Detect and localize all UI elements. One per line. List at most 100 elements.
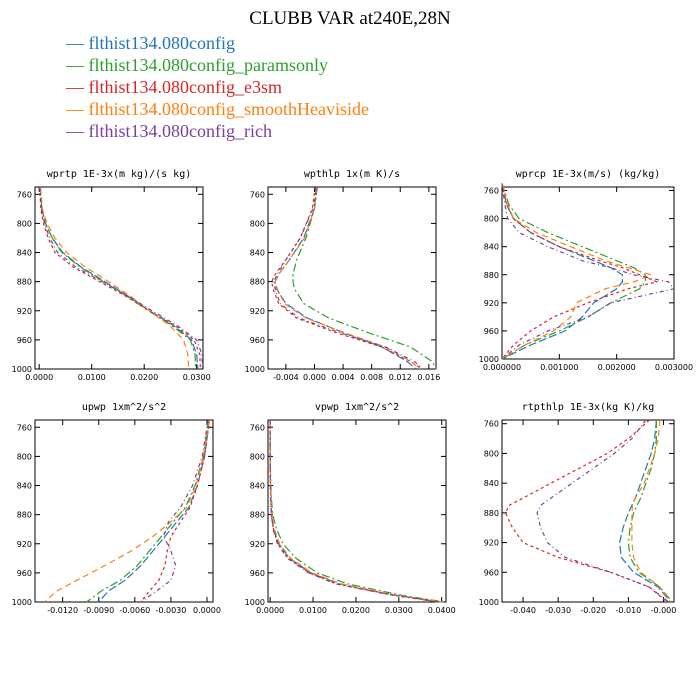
x-tick-label: 0.000000 bbox=[483, 363, 521, 372]
panel-title: upwp 1xm^2/s^2 bbox=[82, 402, 166, 413]
y-tick-label: 1000 bbox=[479, 355, 499, 364]
series-line-2 bbox=[269, 420, 440, 603]
y-tick-label: 960 bbox=[250, 336, 265, 345]
plot-frame bbox=[34, 419, 214, 603]
legend-item: — flthist134.080config bbox=[66, 32, 369, 54]
y-tick-label: 960 bbox=[17, 336, 32, 345]
x-tick-label: 0.0200 bbox=[130, 373, 158, 382]
x-tick-label: 0.0300 bbox=[385, 606, 413, 615]
x-tick-label: -0.0060 bbox=[119, 606, 150, 615]
legend-line-icon: — bbox=[66, 33, 89, 53]
x-tick-label: -0.030 bbox=[545, 606, 571, 615]
legend-line-icon: — bbox=[66, 121, 89, 141]
y-tick-label: 880 bbox=[17, 511, 32, 520]
legend-line-icon: — bbox=[66, 99, 89, 119]
series-line-0 bbox=[501, 183, 624, 360]
series-line-1 bbox=[501, 183, 646, 360]
x-tick-label: 0.001000 bbox=[540, 363, 578, 372]
legend-label: flthist134.080config_e3sm bbox=[88, 77, 282, 97]
y-tick-label: 920 bbox=[17, 540, 32, 549]
series-line-4 bbox=[39, 186, 204, 370]
series-line-1 bbox=[86, 419, 209, 603]
series-line-3 bbox=[44, 419, 210, 603]
x-tick-label: -0.020 bbox=[580, 606, 606, 615]
y-tick-label: 840 bbox=[17, 249, 32, 258]
y-tick-label: 920 bbox=[250, 307, 265, 316]
y-tick-label: 960 bbox=[17, 569, 32, 578]
series-line-2 bbox=[501, 183, 659, 360]
y-tick-label: 1000 bbox=[245, 365, 265, 374]
panel-5: rtpthlp 1E-3x(kg K)/kg 760 800 840 880 920 960… bbox=[479, 402, 677, 615]
panel-2: wprcp 1E-3x(m/s) (kg/kg) 760 800 840 880 920 9… bbox=[479, 169, 693, 372]
x-tick-label: -0.040 bbox=[510, 606, 536, 615]
x-tick-label: 0.0000 bbox=[25, 373, 53, 382]
x-tick-label: 0.003000 bbox=[655, 363, 693, 372]
y-tick-label: 1000 bbox=[12, 365, 32, 374]
legend-label: flthist134.080config_rich bbox=[88, 121, 272, 141]
series-line-0 bbox=[274, 186, 417, 370]
y-tick-label: 1000 bbox=[12, 598, 32, 607]
series-line-0 bbox=[618, 419, 671, 603]
panel-title: wprtp 1E-3x(m kg)/(s kg) bbox=[47, 169, 192, 180]
series-line-1 bbox=[39, 186, 197, 370]
x-tick-label: 0.004 bbox=[332, 373, 355, 382]
series-line-2 bbox=[270, 186, 423, 370]
y-tick-label: 840 bbox=[17, 482, 32, 491]
y-tick-label: 800 bbox=[484, 449, 499, 458]
panel-title: rtpthlp 1E-3x(kg K)/kg bbox=[522, 402, 654, 413]
x-tick-label: 0.0300 bbox=[183, 373, 211, 382]
series-line-3 bbox=[274, 186, 421, 370]
series-line-1 bbox=[627, 420, 673, 603]
y-tick-label: 840 bbox=[250, 482, 265, 491]
panel-3: upwp 1xm^2/s^2 760 800 840 880 920 960 1000 -0.0… bbox=[12, 402, 221, 615]
panel-title: wprcp 1E-3x(m/s) (kg/kg) bbox=[516, 169, 661, 180]
x-tick-label: 0.0400 bbox=[428, 606, 456, 615]
x-tick-label: 0.0200 bbox=[342, 606, 370, 615]
x-tick-label: 0.0000 bbox=[256, 606, 284, 615]
panel-4: vpwp 1xm^2/s^2 760 800 840 880 920 960 10000.00… bbox=[245, 402, 456, 615]
legend-line-icon: — bbox=[66, 77, 89, 97]
legend-label: flthist134.080config_smoothHeaviside bbox=[88, 99, 369, 119]
y-tick-label: 880 bbox=[17, 278, 32, 287]
y-tick-label: 760 bbox=[17, 190, 32, 199]
series-line-1 bbox=[292, 186, 437, 370]
y-tick-label: 800 bbox=[17, 452, 32, 461]
y-tick-label: 960 bbox=[484, 568, 499, 577]
y-tick-label: 1000 bbox=[245, 598, 265, 607]
y-tick-label: 880 bbox=[484, 271, 499, 280]
series-line-0 bbox=[39, 186, 199, 370]
series-line-4 bbox=[140, 419, 209, 603]
plot-frame bbox=[34, 186, 204, 370]
series-line-4 bbox=[501, 183, 676, 360]
x-tick-label: 0.016 bbox=[417, 373, 440, 382]
series-line-3 bbox=[631, 419, 671, 603]
series-line-2 bbox=[140, 419, 210, 603]
y-tick-label: 800 bbox=[17, 219, 32, 228]
y-tick-label: 760 bbox=[250, 190, 265, 199]
y-tick-label: 960 bbox=[484, 327, 499, 336]
x-tick-label: -0.010 bbox=[615, 606, 641, 615]
y-tick-label: 840 bbox=[484, 243, 499, 252]
x-tick-label: -0.0030 bbox=[155, 606, 186, 615]
x-tick-label: -0.0120 bbox=[47, 606, 78, 615]
series-line-2 bbox=[39, 186, 201, 370]
y-tick-label: 920 bbox=[484, 299, 499, 308]
y-tick-label: 760 bbox=[17, 423, 32, 432]
y-tick-label: 880 bbox=[484, 509, 499, 518]
y-tick-label: 920 bbox=[250, 540, 265, 549]
y-tick-label: 800 bbox=[484, 215, 499, 224]
plot-frame bbox=[501, 419, 675, 603]
series-line-3 bbox=[501, 183, 653, 360]
legend-item: — flthist134.080config_rich bbox=[66, 120, 369, 142]
series-line-0 bbox=[269, 420, 440, 603]
legend-item: — flthist134.080config_e3sm bbox=[66, 76, 369, 98]
y-tick-label: 760 bbox=[250, 423, 265, 432]
x-tick-label: 0.0000 bbox=[193, 606, 221, 615]
x-tick-label: 0.000 bbox=[303, 373, 326, 382]
series-line-0 bbox=[98, 419, 210, 603]
y-tick-label: 880 bbox=[250, 511, 265, 520]
x-tick-label: 0.008 bbox=[360, 373, 383, 382]
panel-0: wprtp 1E-3x(m kg)/(s kg) 760 800 840 880 920 9… bbox=[12, 169, 211, 382]
y-tick-label: 840 bbox=[250, 249, 265, 258]
x-tick-label: 0.002000 bbox=[598, 363, 636, 372]
